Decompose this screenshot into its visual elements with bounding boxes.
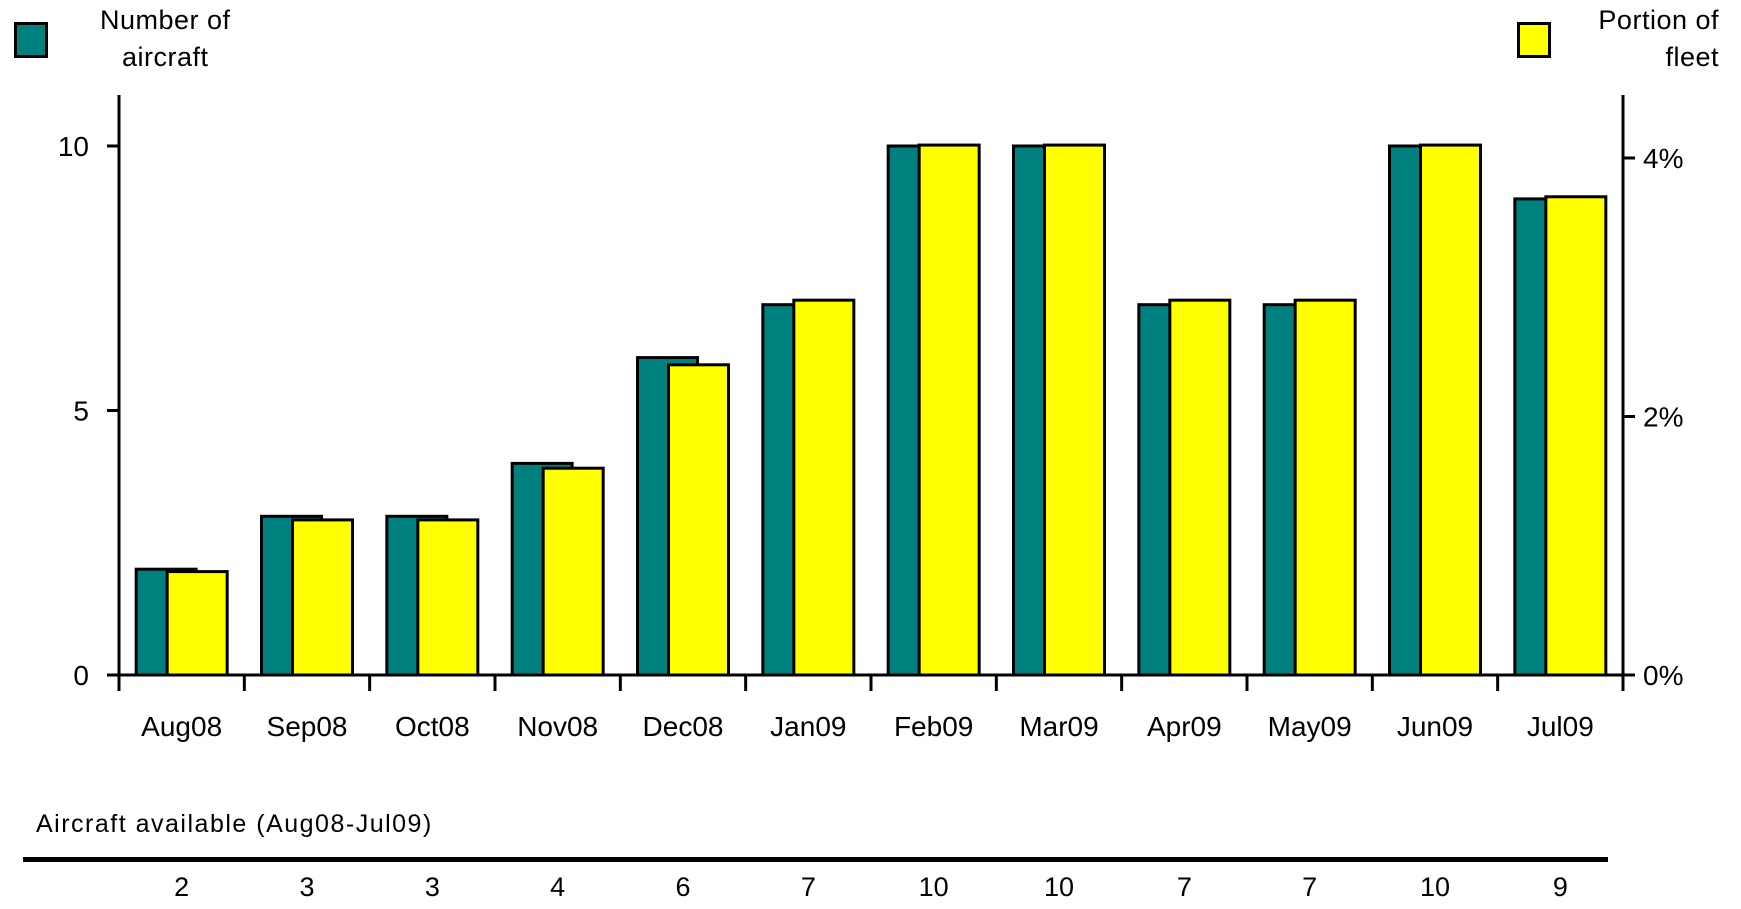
table-cell: 2 bbox=[174, 872, 190, 902]
legend-swatch-portion bbox=[1517, 22, 1551, 58]
x-tick-label-Jul09: Jul09 bbox=[1527, 711, 1594, 742]
bar-portion-Oct08 bbox=[416, 518, 480, 677]
x-tick-label-Dec08: Dec08 bbox=[643, 711, 724, 742]
bar-portion-Jan09 bbox=[792, 298, 856, 677]
x-tick-label-Apr09: Apr09 bbox=[1147, 711, 1222, 742]
table-cell: 3 bbox=[299, 872, 315, 902]
table-cell: 7 bbox=[800, 872, 816, 902]
x-tick-label-May09: May09 bbox=[1268, 711, 1352, 742]
bar-portion-Jul09 bbox=[1544, 195, 1608, 677]
x-tick-label-Nov08: Nov08 bbox=[517, 711, 598, 742]
x-tick-label-Mar09: Mar09 bbox=[1019, 711, 1098, 742]
table-rule bbox=[23, 857, 1608, 862]
left-tick-label: 0 bbox=[73, 660, 89, 691]
table-cell: 10 bbox=[918, 872, 949, 902]
bar-portion-Nov08 bbox=[541, 466, 605, 677]
table-cell: 10 bbox=[1043, 872, 1075, 902]
left-tick-label: 10 bbox=[58, 131, 89, 162]
bar-portion-Apr09 bbox=[1168, 298, 1232, 677]
legend-aircraft-line1: Number of bbox=[100, 5, 231, 35]
left-tick-label: 5 bbox=[73, 396, 89, 427]
table-cell: 6 bbox=[675, 872, 691, 902]
table-cell: 10 bbox=[1419, 872, 1451, 902]
table-cell: 7 bbox=[1176, 872, 1192, 902]
x-tick-label-Sep08: Sep08 bbox=[267, 711, 348, 742]
table-cell: 3 bbox=[424, 872, 440, 902]
bar-portion-Jun09 bbox=[1419, 143, 1482, 677]
x-tick-label-Feb09: Feb09 bbox=[894, 711, 973, 742]
bar-chart: Aug08 Sep08 Oct08 Nov08 Dec08 Jan09 Feb09 Mar09… bbox=[58, 95, 1683, 742]
x-tick-label-Oct08: Oct08 bbox=[395, 711, 470, 742]
bar-portion-Dec08 bbox=[667, 363, 730, 677]
x-tick-label-Jan09: Jan09 bbox=[770, 711, 846, 742]
legend-portion-line2: fleet bbox=[1665, 42, 1719, 72]
bar-portion-Sep08 bbox=[291, 518, 354, 677]
bar-portion-Mar09 bbox=[1043, 143, 1106, 677]
table-cell: 9 bbox=[1552, 872, 1568, 902]
table-cell: 4 bbox=[550, 872, 566, 902]
legend-portion-line1: Portion of bbox=[1598, 5, 1719, 35]
legend-aircraft-line2: aircraft bbox=[122, 42, 209, 72]
x-tick-label-Aug08: Aug08 bbox=[141, 711, 222, 742]
legend-aircraft: Number of aircraft bbox=[100, 2, 231, 76]
table-cell: 7 bbox=[1302, 872, 1318, 902]
bar-portion-May09 bbox=[1293, 298, 1357, 677]
table-title: Aircraft available (Aug08-Jul09) bbox=[36, 810, 433, 838]
right-tick-label: 0% bbox=[1643, 660, 1683, 691]
right-tick-label: 4% bbox=[1643, 143, 1683, 174]
legend-portion: Portion of fleet bbox=[1598, 2, 1719, 76]
x-tick-label-Jun09: Jun09 bbox=[1397, 711, 1473, 742]
bar-portion-Feb09 bbox=[917, 143, 981, 677]
legend-swatch-aircraft bbox=[14, 22, 48, 58]
bar-portion-Aug08 bbox=[165, 570, 229, 677]
right-tick-label: 2% bbox=[1643, 402, 1683, 433]
